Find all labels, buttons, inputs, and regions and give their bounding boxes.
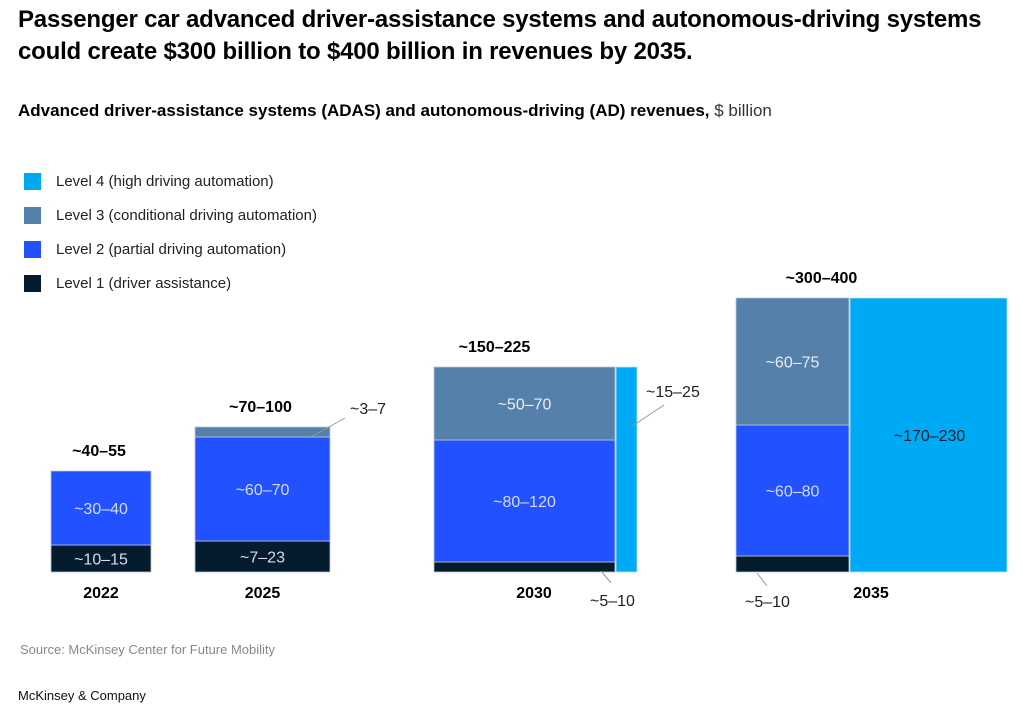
source-note: Source: McKinsey Center for Future Mobil…: [20, 642, 276, 657]
segment-label-2035-level-2: ~60–80: [766, 484, 820, 501]
bar-segment-2022-level-1: [50, 544, 152, 573]
legend-label-level-2: Level 2 (partial driving automation): [56, 240, 287, 258]
legend-item-level-2: Level 2 (partial driving automation): [24, 232, 317, 266]
brand-logo-text: McKinsey & Company: [18, 688, 146, 703]
legend-item-level-3: Level 3 (conditional driving automation): [24, 198, 317, 232]
year-label-2035: 2035: [853, 585, 889, 602]
segment-label-2025-level-2: ~60–70: [236, 482, 290, 499]
total-label-2022: ~40–55: [72, 443, 126, 460]
bar-segment-2030-level-3: [433, 366, 616, 441]
legend-label-level-1: Level 1 (driver assistance): [56, 274, 232, 292]
leader-line-2035-level-1: [756, 572, 768, 587]
chart-subtitle: Advanced driver-assistance systems (ADAS…: [18, 101, 772, 121]
legend-label-level-4: Level 4 (high driving automation): [56, 172, 274, 190]
segment-label-2030-level-2: ~80–120: [493, 494, 556, 511]
leader-line-2030-level-4: [630, 404, 665, 428]
total-label-2035: ~300–400: [786, 270, 858, 287]
bar-segment-2030-level-1: [433, 561, 616, 573]
segment-label-2022-level-2: ~30–40: [74, 501, 128, 518]
legend-swatch-level-1: [24, 274, 41, 292]
bar-segment-2030-level-4: [615, 366, 638, 573]
total-label-2025: ~70–100: [229, 399, 292, 416]
bar-segment-2035-level-1: [735, 555, 850, 573]
legend-item-level-4: Level 4 (high driving automation): [24, 164, 317, 198]
callout-label-2035-level-1: ~5–10: [745, 594, 790, 611]
legend: Level 4 (high driving automation) Level …: [24, 164, 317, 300]
bar-segment-2035-level-3: [735, 297, 850, 426]
bar-segment-2035-level-2: [735, 424, 850, 557]
segment-label-2022-level-1: ~10–15: [74, 552, 128, 569]
bar-segment-2025-level-2: [194, 436, 331, 542]
callout-label-2030-level-1: ~5–10: [590, 593, 635, 610]
callout-label-2030-level-4: ~15–25: [646, 384, 700, 401]
year-label-2022: 2022: [83, 585, 119, 602]
bar-segment-2022-level-2: [50, 470, 152, 546]
bar-segment-2035-level-4: [849, 297, 1008, 573]
leader-line-2025-level-3: [310, 417, 346, 438]
subtitle-main: Advanced driver-assistance systems (ADAS…: [18, 101, 710, 120]
bar-segment-2025-level-1: [194, 540, 331, 573]
leader-line-2030-level-1: [600, 570, 612, 584]
bar-segment-2025-level-3: [194, 426, 331, 438]
segment-label-2035-level-3: ~60–75: [766, 355, 820, 372]
legend-item-level-1: Level 1 (driver assistance): [24, 266, 317, 300]
legend-swatch-level-3: [24, 206, 41, 224]
year-label-2030: 2030: [516, 585, 552, 602]
chart-title: Passenger car advanced driver-assistance…: [18, 6, 982, 65]
segment-label-2025-level-1: ~7–23: [240, 550, 285, 567]
legend-swatch-level-4: [24, 172, 41, 190]
subtitle-unit: $ billion: [709, 101, 772, 120]
callout-label-2025-level-3: ~3–7: [350, 401, 386, 418]
legend-label-level-3: Level 3 (conditional driving automation): [56, 206, 317, 224]
segment-label-2030-level-3: ~50–70: [498, 397, 552, 414]
legend-swatch-level-2: [24, 240, 41, 258]
segment-label-2035-level-4: ~170–230: [894, 428, 966, 445]
total-label-2030: ~150–225: [459, 339, 531, 356]
year-label-2025: 2025: [245, 585, 281, 602]
